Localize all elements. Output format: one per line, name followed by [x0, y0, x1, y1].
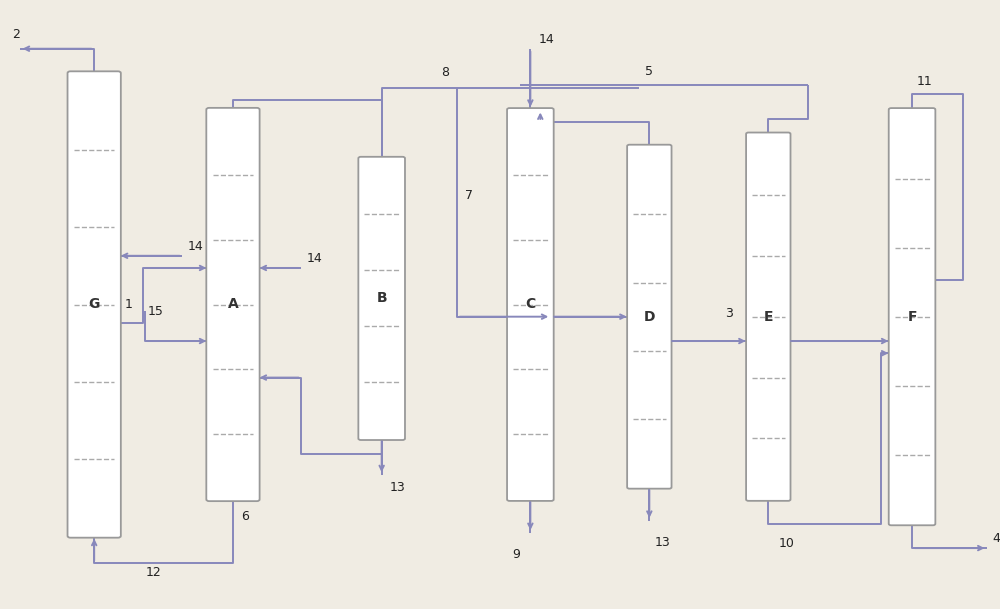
FancyBboxPatch shape — [507, 108, 554, 501]
Text: 11: 11 — [917, 76, 933, 88]
Text: 15: 15 — [148, 305, 164, 318]
Text: D: D — [644, 310, 655, 323]
FancyBboxPatch shape — [746, 133, 791, 501]
Text: 10: 10 — [778, 537, 794, 550]
Text: 2: 2 — [12, 29, 20, 41]
Text: 14: 14 — [538, 33, 554, 46]
Text: 13: 13 — [654, 536, 670, 549]
Text: F: F — [907, 310, 917, 323]
Text: E: E — [764, 310, 773, 323]
Text: 9: 9 — [513, 548, 520, 561]
Text: 6: 6 — [241, 510, 249, 523]
FancyBboxPatch shape — [889, 108, 935, 526]
Text: B: B — [376, 292, 387, 305]
Text: 1: 1 — [125, 298, 133, 311]
Text: 8: 8 — [441, 66, 449, 79]
Text: 13: 13 — [390, 481, 405, 494]
FancyBboxPatch shape — [68, 71, 121, 538]
Text: A: A — [228, 298, 238, 311]
Text: 14: 14 — [306, 252, 322, 265]
Text: 7: 7 — [465, 189, 473, 202]
Text: 5: 5 — [645, 65, 653, 78]
Text: 4: 4 — [992, 532, 1000, 545]
Text: C: C — [525, 298, 535, 311]
Text: G: G — [88, 298, 100, 311]
Text: 12: 12 — [146, 566, 162, 579]
FancyBboxPatch shape — [206, 108, 260, 501]
FancyBboxPatch shape — [627, 145, 672, 488]
Text: 3: 3 — [725, 307, 733, 320]
Text: 14: 14 — [187, 240, 203, 253]
FancyBboxPatch shape — [358, 157, 405, 440]
